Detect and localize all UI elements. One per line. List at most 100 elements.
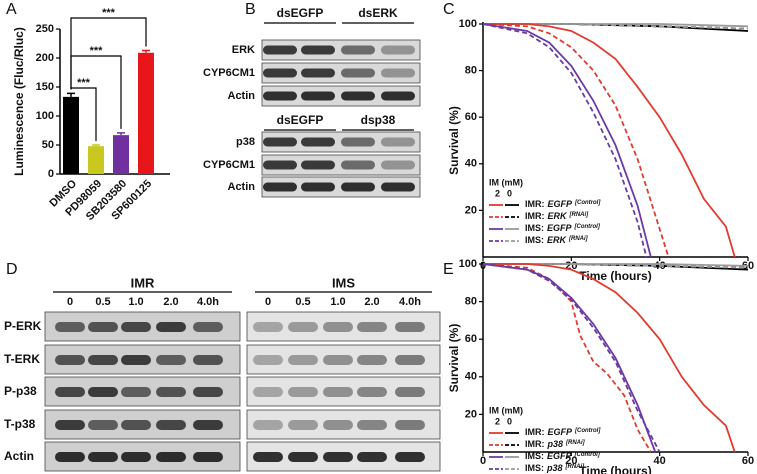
legend-column-label: 0 bbox=[507, 416, 512, 426]
blot-band bbox=[357, 387, 387, 397]
panel-letter: D bbox=[6, 261, 18, 278]
significance-bracket bbox=[70, 17, 147, 90]
blot-row-label: CYP6CM1 bbox=[203, 67, 255, 79]
blot-band bbox=[381, 45, 415, 55]
blot-band bbox=[193, 420, 223, 430]
blot-row-label: Actin bbox=[228, 181, 256, 193]
legend-gene: ERK bbox=[548, 211, 569, 221]
blot-band bbox=[193, 387, 223, 397]
blot-header: dsp38 bbox=[361, 113, 396, 127]
blot-band bbox=[395, 420, 425, 430]
x-tick-label: 60 bbox=[742, 455, 754, 467]
legend-prefix: IMR: bbox=[525, 199, 545, 209]
panel-letter: E bbox=[443, 261, 454, 278]
blot-band bbox=[263, 45, 297, 55]
blot-band bbox=[156, 322, 186, 332]
panel-letter: C bbox=[443, 1, 455, 18]
blot-header: dsEGFP bbox=[277, 6, 324, 20]
blot-band bbox=[193, 452, 223, 462]
blot-band bbox=[253, 420, 283, 430]
blot-band bbox=[301, 45, 335, 55]
y-tick-label: 40 bbox=[465, 371, 477, 383]
blot-band bbox=[253, 322, 283, 332]
legend-prefix: IMR: bbox=[525, 211, 545, 221]
legend-tag: [Control] bbox=[574, 452, 601, 458]
blot-band bbox=[253, 387, 283, 397]
timepoint-label: 4.0h bbox=[197, 296, 219, 308]
y-tick-label: 80 bbox=[465, 296, 477, 308]
blot-band bbox=[288, 387, 318, 397]
blot-band bbox=[323, 452, 353, 462]
y-tick-label: 100 bbox=[459, 18, 477, 30]
group-header: IMS bbox=[332, 275, 355, 290]
blot-band bbox=[55, 322, 85, 332]
blot-band bbox=[357, 322, 387, 332]
survival-line bbox=[483, 23, 736, 258]
blot-band bbox=[55, 420, 85, 430]
y-tick-label: 150 bbox=[36, 81, 54, 93]
timepoint-label: 0 bbox=[67, 296, 73, 308]
blot-band bbox=[253, 355, 283, 365]
blot-band bbox=[381, 182, 415, 192]
blot-band bbox=[341, 160, 375, 170]
y-tick-label: 20 bbox=[465, 204, 477, 216]
legend-tag: [RNAi] bbox=[568, 236, 589, 242]
blot-band bbox=[323, 387, 353, 397]
timepoint-label: 2.0 bbox=[364, 296, 379, 308]
legend-gene: ERK bbox=[547, 235, 568, 245]
blot-band bbox=[253, 452, 283, 462]
blot-header: dsEGFP bbox=[277, 113, 324, 127]
bar bbox=[138, 52, 154, 174]
blot-band bbox=[301, 137, 335, 147]
legend-label: IMR: ERK [RNAi] bbox=[525, 211, 589, 221]
legend-label: IMS: p38 [RNAi] bbox=[525, 463, 585, 473]
blot-band bbox=[301, 68, 335, 78]
blot-row-label: P-p38 bbox=[4, 384, 37, 398]
legend-prefix: IMS: bbox=[525, 223, 544, 233]
legend-prefix: IMR: bbox=[525, 439, 545, 449]
y-tick-label: 100 bbox=[459, 258, 477, 270]
blot-band bbox=[55, 452, 85, 462]
blot-row-label: ERK bbox=[232, 44, 255, 56]
blot-band bbox=[88, 355, 118, 365]
blot-band bbox=[263, 160, 297, 170]
blot-row-label: CYP6CM1 bbox=[203, 159, 255, 171]
blot-band bbox=[395, 322, 425, 332]
legend-label: IMS: ERK [RNAi] bbox=[525, 235, 589, 245]
group-header: IMR bbox=[131, 275, 155, 290]
blot-band bbox=[357, 355, 387, 365]
blot-band bbox=[88, 420, 118, 430]
blot-band bbox=[288, 322, 318, 332]
bar bbox=[88, 146, 104, 174]
legend-label: IMR: p38 [RNAi] bbox=[525, 439, 586, 449]
blot-band bbox=[357, 420, 387, 430]
legend-tag: [RNAi] bbox=[565, 440, 586, 446]
timepoint-label: 0 bbox=[265, 296, 271, 308]
blot-band bbox=[341, 45, 375, 55]
survival-line bbox=[482, 23, 670, 258]
error-bar bbox=[92, 144, 100, 147]
timepoint-label: 1.0 bbox=[330, 296, 345, 308]
legend-tag: [Control] bbox=[574, 428, 601, 434]
blot-band bbox=[156, 452, 186, 462]
blot-band bbox=[357, 452, 387, 462]
blot-header: dsERK bbox=[358, 6, 398, 20]
blot-band bbox=[55, 387, 85, 397]
legend-title: IM (mM) bbox=[489, 405, 523, 415]
blot-band bbox=[88, 387, 118, 397]
blot-band bbox=[121, 322, 151, 332]
error-bar bbox=[142, 49, 150, 53]
blot-band bbox=[381, 91, 415, 101]
blot-band bbox=[121, 420, 151, 430]
blot-band bbox=[55, 355, 85, 365]
blot-band bbox=[341, 91, 375, 101]
blot-band bbox=[341, 137, 375, 147]
y-tick-label: 200 bbox=[36, 52, 54, 64]
x-tick-label: 0 bbox=[480, 455, 486, 467]
timepoint-label: 1.0 bbox=[128, 296, 143, 308]
blot-band bbox=[288, 420, 318, 430]
blot-row-label: P-ERK bbox=[4, 319, 42, 333]
panel-letter: B bbox=[245, 1, 256, 18]
y-tick-label: 50 bbox=[42, 139, 54, 151]
